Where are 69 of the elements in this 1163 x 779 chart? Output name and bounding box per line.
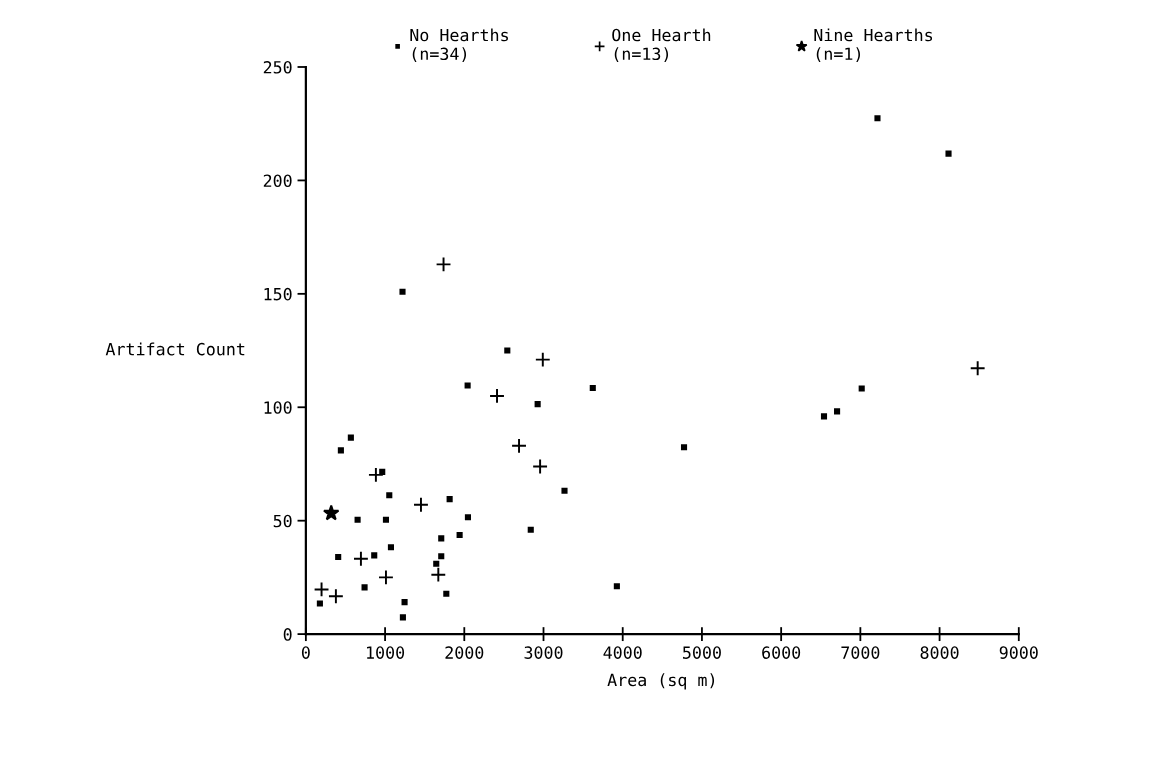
point xyxy=(443,590,450,597)
point xyxy=(386,492,393,499)
x-axis-title: Area (sq m) xyxy=(607,673,715,690)
point xyxy=(401,599,408,606)
point xyxy=(534,351,551,368)
point xyxy=(680,444,688,451)
y-tick-label: 150 xyxy=(264,287,292,301)
point xyxy=(534,401,541,408)
point xyxy=(945,150,952,157)
point xyxy=(834,408,841,415)
point xyxy=(399,288,406,295)
point xyxy=(858,385,865,392)
x-tick-label: 5000 xyxy=(683,646,721,659)
point xyxy=(347,434,354,441)
y-tick-label: 200 xyxy=(263,174,292,188)
point xyxy=(561,487,568,494)
point xyxy=(464,382,471,389)
point xyxy=(322,504,340,521)
point xyxy=(387,544,394,551)
point xyxy=(367,466,384,483)
point xyxy=(353,550,369,567)
x-tick-label: 2000 xyxy=(445,646,484,659)
point xyxy=(438,535,445,542)
y-axis-title: Artifact Count xyxy=(105,342,245,356)
point xyxy=(379,468,386,475)
point xyxy=(589,384,596,392)
y-tick-label: 50 xyxy=(273,514,292,528)
point xyxy=(335,553,342,561)
x-tick-label: 9000 xyxy=(999,646,1038,659)
point xyxy=(435,256,452,273)
x-tick-label: 8000 xyxy=(920,646,959,659)
point xyxy=(399,614,406,621)
x-tick-label: 4000 xyxy=(603,646,642,659)
point xyxy=(371,552,378,559)
point xyxy=(511,437,527,454)
point xyxy=(313,581,330,598)
point xyxy=(382,516,390,523)
point xyxy=(316,600,323,607)
point xyxy=(378,569,394,586)
x-tick-label: 0 xyxy=(301,646,310,659)
x-tick-label: 1000 xyxy=(367,646,405,659)
point xyxy=(354,516,361,523)
point xyxy=(969,360,986,377)
point xyxy=(438,553,445,560)
point xyxy=(489,388,505,404)
point xyxy=(433,560,440,567)
legend-label: No Hearths (n=34) xyxy=(410,28,508,63)
point xyxy=(327,588,344,605)
point xyxy=(874,115,881,122)
point xyxy=(527,526,534,533)
point xyxy=(446,496,453,503)
legend-label: Nine Hearths (n=1) xyxy=(814,28,933,63)
point xyxy=(464,514,471,521)
x-tick-label: 6000 xyxy=(762,646,801,659)
point xyxy=(820,413,828,420)
point xyxy=(430,566,447,583)
y-tick-label: 100 xyxy=(264,401,292,414)
x-tick-label: 3000 xyxy=(524,646,563,659)
y-tick-label: 250 xyxy=(263,61,292,74)
y-tick-label: 0 xyxy=(283,628,292,641)
point xyxy=(504,347,511,354)
point xyxy=(337,447,344,454)
x-tick-label: 7000 xyxy=(841,646,880,659)
point xyxy=(361,584,368,591)
point xyxy=(413,496,429,513)
point xyxy=(613,583,620,590)
point xyxy=(456,531,463,539)
legend-label: One Hearth (n=13) xyxy=(612,28,711,63)
point xyxy=(532,458,549,475)
